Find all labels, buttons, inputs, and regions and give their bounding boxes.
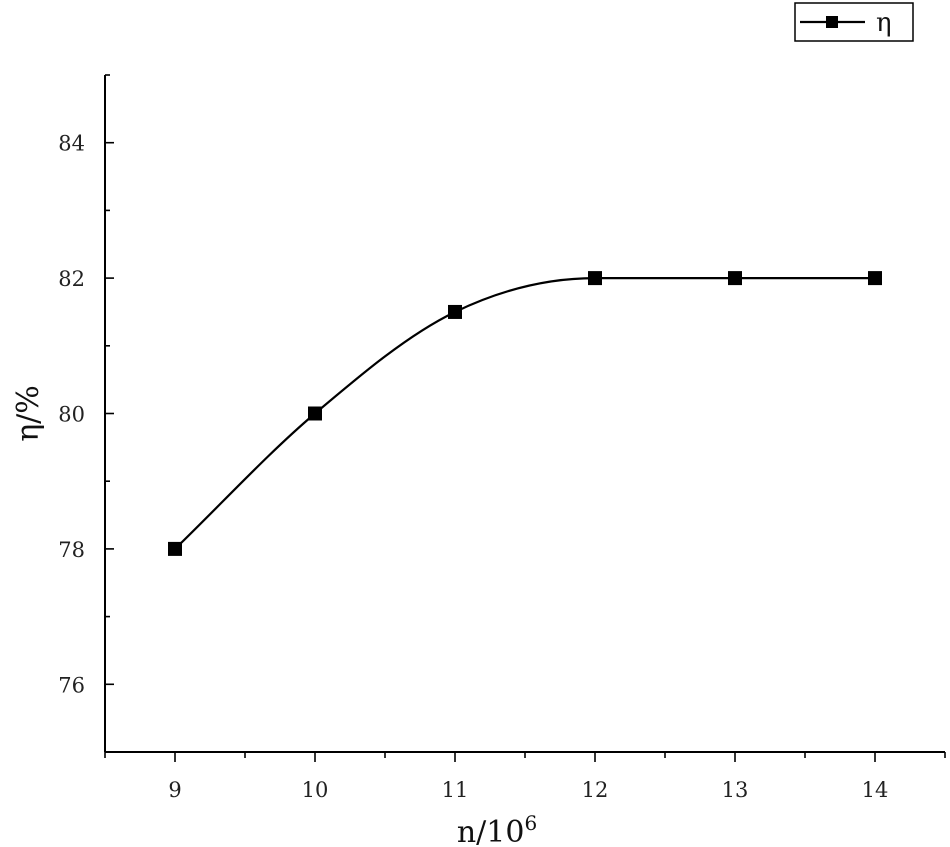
y-tick-label: 82 xyxy=(58,267,85,291)
x-tick-label: 12 xyxy=(582,778,609,802)
y-tick-label: 80 xyxy=(58,403,85,427)
data-point xyxy=(868,271,882,286)
x-axis-title-base: n/10 xyxy=(457,815,525,847)
x-tick-label: 13 xyxy=(722,778,749,802)
x-tick-label: 14 xyxy=(862,778,889,802)
data-point xyxy=(588,271,602,286)
legend-entry-label: η xyxy=(876,8,892,38)
data-point xyxy=(448,304,462,319)
y-tick-label: 84 xyxy=(58,132,85,156)
y-tick-label: 78 xyxy=(58,538,85,562)
data-point xyxy=(308,406,322,421)
y-tick-label: 76 xyxy=(58,673,85,697)
x-tick-label: 10 xyxy=(302,778,329,802)
legend-box xyxy=(794,2,914,42)
x-tick-label: 9 xyxy=(168,778,181,802)
x-axis-title-superscript: 6 xyxy=(524,811,537,835)
x-axis-title: n/106 xyxy=(457,811,537,847)
y-axis-ticks: 76 78 80 82 84 xyxy=(58,74,114,753)
plot-area: 76 78 80 82 84 9 10 11 12 13 14 xyxy=(58,74,946,802)
y-axis-title: η/% xyxy=(11,385,46,442)
series-layer xyxy=(168,271,882,556)
x-tick-label: 11 xyxy=(442,778,469,802)
legend: η xyxy=(794,2,914,42)
data-point xyxy=(168,541,182,556)
data-point xyxy=(728,271,742,286)
series-line xyxy=(174,276,875,550)
legend-marker-sample xyxy=(826,16,838,28)
x-axis-ticks: 9 10 11 12 13 14 xyxy=(104,752,946,802)
